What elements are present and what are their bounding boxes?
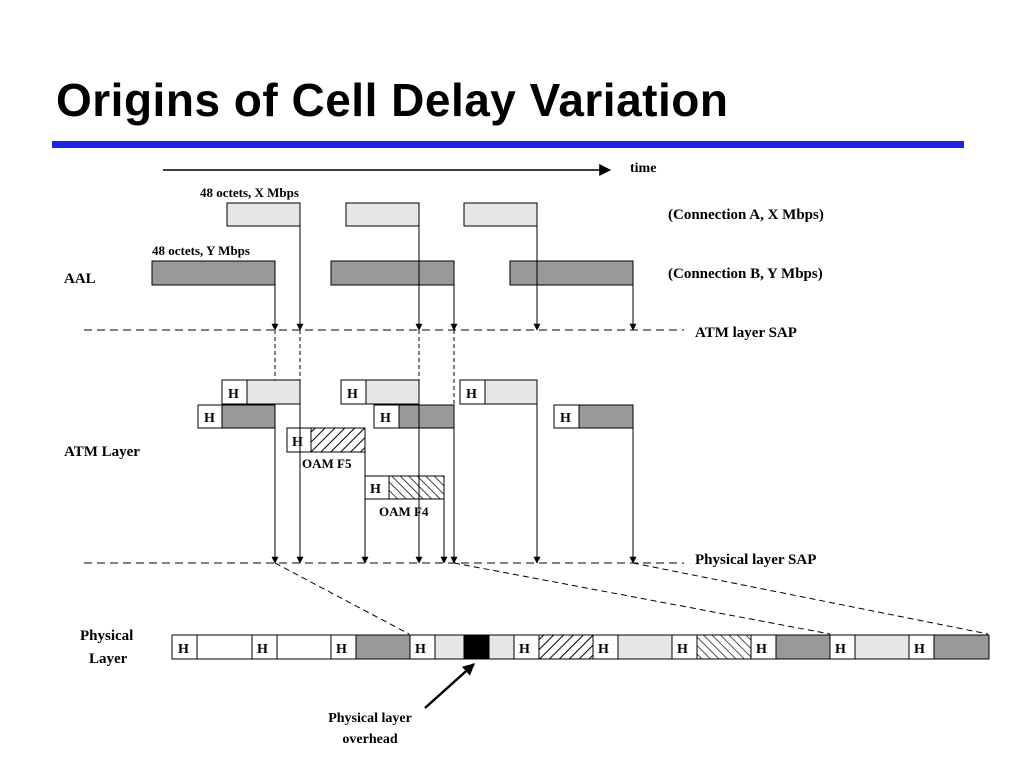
page-title: Origins of Cell Delay Variation: [56, 74, 729, 126]
cell-header-mark: H: [466, 387, 477, 402]
connection-a-block: [463, 202, 538, 227]
connection-b-block: [330, 260, 455, 286]
slot-header-mark: H: [415, 642, 426, 657]
overhead-pointer-arrow: [424, 663, 475, 709]
cell-header-mark: H: [380, 411, 391, 426]
atm-cell-a: H: [459, 379, 538, 405]
oam-f4-cell: H: [364, 475, 445, 500]
slot-header-mark: H: [598, 642, 609, 657]
connection-a-block: [345, 202, 420, 227]
atm-dashed-guides: [274, 330, 455, 405]
aal-to-sap-arrows: [271, 226, 637, 331]
overhead-label-line1: Physical layer: [328, 711, 412, 726]
overhead-label-line2: overhead: [342, 732, 397, 747]
atm-layer-label: ATM Layer: [64, 444, 140, 460]
mapping-dashed-lines: [274, 562, 989, 635]
physical-overhead-block: [463, 634, 490, 660]
title-underline: [52, 141, 964, 148]
atm-cell-b: H: [197, 404, 276, 429]
slot-header-mark: H: [914, 642, 925, 657]
physical-layer-label-line2: Layer: [89, 651, 128, 667]
slot-header-mark: H: [835, 642, 846, 657]
slot-header-mark: H: [519, 642, 530, 657]
aal-label: AAL: [64, 271, 96, 287]
physical-layer-stream: H H H H H H H H H H: [171, 634, 990, 660]
connection-a-block: [226, 202, 301, 227]
atm-cell-a: H: [221, 379, 301, 405]
atm-to-phy-sap-arrows: [271, 404, 637, 564]
time-label: time: [630, 161, 656, 176]
connection-b-block: [509, 260, 634, 286]
connection-b-block: [151, 260, 276, 286]
slot-header-mark: H: [756, 642, 767, 657]
cell-header-mark: H: [347, 387, 358, 402]
cell-header-mark: H: [560, 411, 571, 426]
slot-header-mark: H: [336, 642, 347, 657]
cell-header-mark: H: [292, 435, 303, 450]
cell-header-mark: H: [204, 411, 215, 426]
oam-f4-label: OAM F4: [379, 504, 429, 519]
connection-b-size-label: 48 octets, Y Mbps: [152, 243, 250, 258]
cell-header-mark: H: [228, 387, 239, 402]
physical-layer-label-line1: Physical: [80, 628, 133, 644]
slot-header-mark: H: [677, 642, 688, 657]
oam-f5-cell: H: [286, 427, 366, 453]
connection-a-legend: (Connection A, X Mbps): [668, 207, 824, 223]
connection-b-legend: (Connection B, Y Mbps): [668, 266, 823, 282]
atm-cell-b: H: [553, 404, 634, 429]
slot-header-mark: H: [257, 642, 268, 657]
atm-cell-a: H: [340, 379, 420, 405]
cell-header-mark: H: [370, 482, 381, 497]
atm-cell-b: H: [373, 404, 455, 429]
oam-f5-label: OAM F5: [302, 456, 352, 471]
slot-header-mark: H: [178, 642, 189, 657]
atm-layer-sap-label: ATM layer SAP: [695, 325, 797, 341]
connection-a-size-label: 48 octets, X Mbps: [200, 185, 299, 200]
physical-layer-sap-label: Physical layer SAP: [695, 552, 816, 568]
